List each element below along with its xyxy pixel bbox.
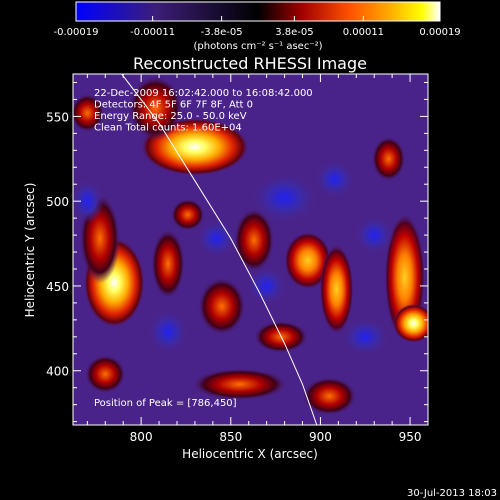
heatmap-blob (170, 198, 205, 231)
heatmap-blob (246, 266, 288, 306)
solar-limb-curve (121, 74, 318, 425)
colorbar-tick-label: 3.8e-05 (275, 27, 313, 38)
x-axis-label: Heliocentric X (arcsec) (182, 447, 318, 461)
heatmap-blob (314, 159, 356, 199)
colorbar-tick-label: -3.8e-05 (201, 27, 243, 38)
heatmap-blob (302, 376, 357, 416)
annotation-line: Clean Total counts: 1.60E+04 (94, 123, 242, 134)
heatmap-blob (147, 309, 189, 355)
heatmap-blob (84, 354, 126, 394)
heatmap-blob (197, 277, 246, 336)
annotation-line: Detectors: 4F 5F 6F 7F 8F, Att 0 (94, 100, 253, 111)
colorbar-ticks: -0.00019 -0.00011 -3.8e-05 3.8e-05 0.00011 0.… (54, 16, 461, 38)
colorbar (75, 1, 441, 22)
colorbar-unit-label: (photons cm⁻² s⁻¹ asec⁻²) (193, 41, 322, 52)
heatmap-blob (150, 228, 186, 300)
x-tick-label: 950 (399, 430, 422, 444)
y-tick-label: 400 (46, 365, 69, 379)
colorbar-tick-label: 0.00019 (419, 27, 460, 38)
colorbar-tick-label: 0.00011 (343, 27, 384, 38)
chart-title: Reconstructed RHESSI Image (133, 54, 367, 73)
colorbar-tick-label: -0.00019 (54, 27, 99, 38)
annotation-line: Energy Range: 25.0 - 50.0 keV (94, 111, 247, 122)
heatmap-blob (319, 244, 354, 335)
heatmap-blob (371, 136, 406, 182)
heatmap-image (73, 74, 428, 425)
heatmap-blob (250, 172, 319, 224)
y-axis-label: Heliocentric Y (arcsec) (23, 183, 37, 318)
heatmap-blob (195, 219, 237, 258)
heatmap-blob (73, 93, 105, 133)
heatmap-blob (233, 207, 275, 273)
heatmap-blob (393, 303, 428, 343)
y-tick-label: 500 (46, 195, 69, 209)
plot-frame (72, 73, 429, 426)
footer-timestamp: 30-Jul-2013 18:03 (407, 488, 497, 499)
y-tick-label: 450 (46, 280, 69, 294)
annotation-line: 22-Dec-2009 16:02:42.000 to 16:08:42.000 (94, 88, 313, 99)
heatmap-blob (73, 178, 105, 224)
peak-position-label: Position of Peak = [786,450] (94, 398, 237, 409)
x-tick-label: 850 (219, 430, 242, 444)
y-tick-label: 550 (46, 110, 69, 124)
x-tick-label: 900 (309, 430, 332, 444)
heatmap-blob (341, 317, 390, 357)
axis-ticks: 800 850 900 950 400 450 500 550 (46, 74, 429, 444)
x-tick-label: 800 (130, 430, 153, 444)
annotations: 22-Dec-2009 16:02:42.000 to 16:08:42.000… (94, 88, 313, 409)
heatmap-blob (284, 231, 332, 290)
heatmap-blob (192, 368, 288, 401)
heatmap-blob (128, 75, 183, 141)
heatmap-blob (353, 215, 395, 255)
colorbar-tick-label: -0.00011 (130, 27, 175, 38)
